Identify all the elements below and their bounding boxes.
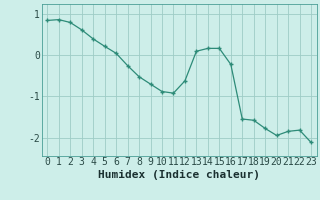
X-axis label: Humidex (Indice chaleur): Humidex (Indice chaleur): [98, 170, 260, 180]
